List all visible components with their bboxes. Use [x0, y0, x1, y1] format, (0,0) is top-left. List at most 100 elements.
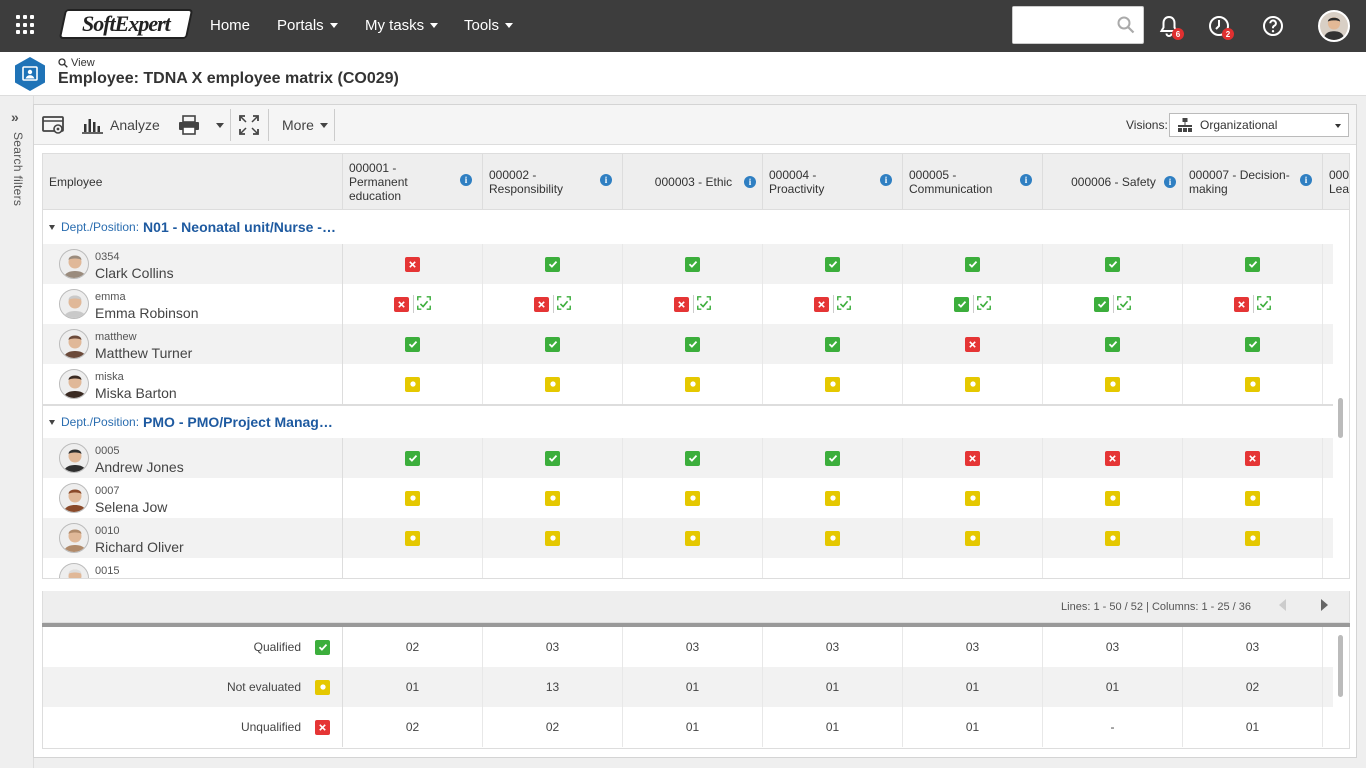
matrix-cell[interactable]: [763, 438, 903, 478]
qualified-check-icon[interactable]: [685, 256, 700, 272]
info-icon[interactable]: i: [600, 174, 612, 186]
column-header-employee[interactable]: Employee: [43, 154, 343, 210]
not-evaluated-icon[interactable]: [405, 530, 420, 546]
employee-name[interactable]: Miska Barton: [95, 385, 177, 401]
matrix-cell[interactable]: [1183, 364, 1323, 404]
not-evaluated-icon[interactable]: [685, 530, 700, 546]
panel-splitter[interactable]: [42, 623, 1350, 627]
not-evaluated-icon[interactable]: [1245, 530, 1260, 546]
qualified-check-icon[interactable]: [545, 450, 560, 466]
matrix-cell[interactable]: [1323, 364, 1349, 404]
column-header-4[interactable]: 000004 - Proactivity i: [763, 154, 903, 210]
qualified-check-icon[interactable]: [405, 336, 420, 352]
matrix-cell[interactable]: [903, 518, 1043, 558]
matrix-cell[interactable]: [343, 244, 483, 284]
matrix-cell[interactable]: [1323, 558, 1349, 578]
matrix-cell[interactable]: [903, 558, 1043, 578]
qualified-check-icon[interactable]: [825, 450, 840, 466]
not-evaluated-icon[interactable]: [545, 490, 560, 506]
nav-portals[interactable]: Portals: [277, 17, 338, 34]
not-evaluated-icon[interactable]: [825, 530, 840, 546]
group-header[interactable]: Dept./Position: N01 - Neonatal unit/Nurse…: [43, 210, 1333, 244]
unqualified-x-icon[interactable]: [1234, 296, 1249, 312]
matrix-cell[interactable]: [903, 438, 1043, 478]
search-filters-label[interactable]: Search filters: [11, 132, 25, 207]
not-evaluated-icon[interactable]: [1105, 490, 1120, 506]
matrix-cell[interactable]: [483, 284, 623, 324]
matrix-cell[interactable]: [483, 558, 623, 578]
employee-name[interactable]: Clark Collins: [95, 265, 174, 281]
training-icon[interactable]: [833, 295, 851, 313]
matrix-cell[interactable]: [1323, 244, 1349, 284]
not-evaluated-icon[interactable]: [825, 490, 840, 506]
matrix-cell[interactable]: [763, 518, 903, 558]
matrix-cell[interactable]: [483, 438, 623, 478]
matrix-cell[interactable]: [483, 364, 623, 404]
matrix-cell[interactable]: [343, 324, 483, 364]
matrix-cell[interactable]: [763, 284, 903, 324]
not-evaluated-icon[interactable]: [405, 490, 420, 506]
matrix-cell[interactable]: [1183, 324, 1323, 364]
matrix-cell[interactable]: [1043, 558, 1183, 578]
unqualified-x-icon[interactable]: [965, 450, 980, 466]
matrix-cell[interactable]: [1043, 438, 1183, 478]
not-evaluated-icon[interactable]: [545, 376, 560, 392]
matrix-cell[interactable]: [1183, 284, 1323, 324]
column-header-6[interactable]: 000006 - Safety i: [1043, 154, 1183, 210]
apps-grid-icon[interactable]: [16, 15, 36, 35]
matrix-cell[interactable]: [483, 244, 623, 284]
summary-vertical-scrollbar[interactable]: [1338, 635, 1343, 697]
matrix-cell[interactable]: [1043, 364, 1183, 404]
table-row[interactable]: 0005 Andrew Jones: [43, 438, 1333, 478]
matrix-cell[interactable]: [1323, 438, 1349, 478]
matrix-cell[interactable]: [623, 518, 763, 558]
matrix-cell[interactable]: [1183, 478, 1323, 518]
training-icon[interactable]: [1253, 295, 1271, 313]
softexpert-logo[interactable]: SoftExpert: [58, 9, 194, 39]
matrix-cell[interactable]: [1043, 324, 1183, 364]
table-row[interactable]: emma Emma Robinson: [43, 284, 1333, 324]
employee-name[interactable]: Richard Oliver: [95, 539, 184, 555]
matrix-cell[interactable]: [763, 478, 903, 518]
matrix-cell[interactable]: [1183, 244, 1323, 284]
unqualified-x-icon[interactable]: [814, 296, 829, 312]
tasks-clock-icon[interactable]: 2: [1207, 14, 1234, 40]
matrix-cell[interactable]: [1323, 518, 1349, 558]
not-evaluated-icon[interactable]: [965, 376, 980, 392]
column-header-8[interactable]: 000 Lea: [1323, 154, 1349, 210]
matrix-cell[interactable]: [903, 324, 1043, 364]
visions-select[interactable]: Organizational: [1169, 113, 1349, 137]
employee-name[interactable]: Matthew Turner: [95, 345, 193, 361]
not-evaluated-icon[interactable]: [685, 490, 700, 506]
info-icon[interactable]: i: [1020, 174, 1032, 186]
training-icon[interactable]: [1113, 295, 1131, 313]
collapse-triangle-icon[interactable]: [49, 224, 55, 230]
matrix-cell[interactable]: [483, 478, 623, 518]
table-row[interactable]: matthew Matthew Turner: [43, 324, 1333, 364]
search-input[interactable]: [1013, 7, 1113, 43]
collapse-triangle-icon[interactable]: [49, 419, 55, 425]
matrix-cell[interactable]: [1043, 478, 1183, 518]
help-icon[interactable]: [1261, 14, 1285, 38]
matrix-cell[interactable]: [343, 518, 483, 558]
not-evaluated-icon[interactable]: [1245, 490, 1260, 506]
unqualified-x-icon[interactable]: [1245, 450, 1260, 466]
qualified-check-icon[interactable]: [405, 450, 420, 466]
matrix-cell[interactable]: [343, 438, 483, 478]
matrix-cell[interactable]: [763, 364, 903, 404]
search-icon[interactable]: [1117, 16, 1135, 34]
fullscreen-button[interactable]: [233, 105, 265, 145]
table-row[interactable]: 0007 Selena Jow: [43, 478, 1333, 518]
matrix-cell[interactable]: [763, 324, 903, 364]
vertical-scrollbar[interactable]: [1338, 398, 1343, 438]
table-row[interactable]: 0015: [43, 558, 1333, 578]
not-evaluated-icon[interactable]: [1105, 530, 1120, 546]
qualified-check-icon[interactable]: [825, 256, 840, 272]
matrix-cell[interactable]: [623, 558, 763, 578]
unqualified-x-icon[interactable]: [1105, 450, 1120, 466]
not-evaluated-icon[interactable]: [965, 490, 980, 506]
analyze-button[interactable]: Analyze: [76, 105, 166, 145]
info-icon[interactable]: i: [460, 174, 472, 186]
matrix-cell[interactable]: [1043, 284, 1183, 324]
double-chevron-right-icon[interactable]: »: [11, 109, 19, 125]
